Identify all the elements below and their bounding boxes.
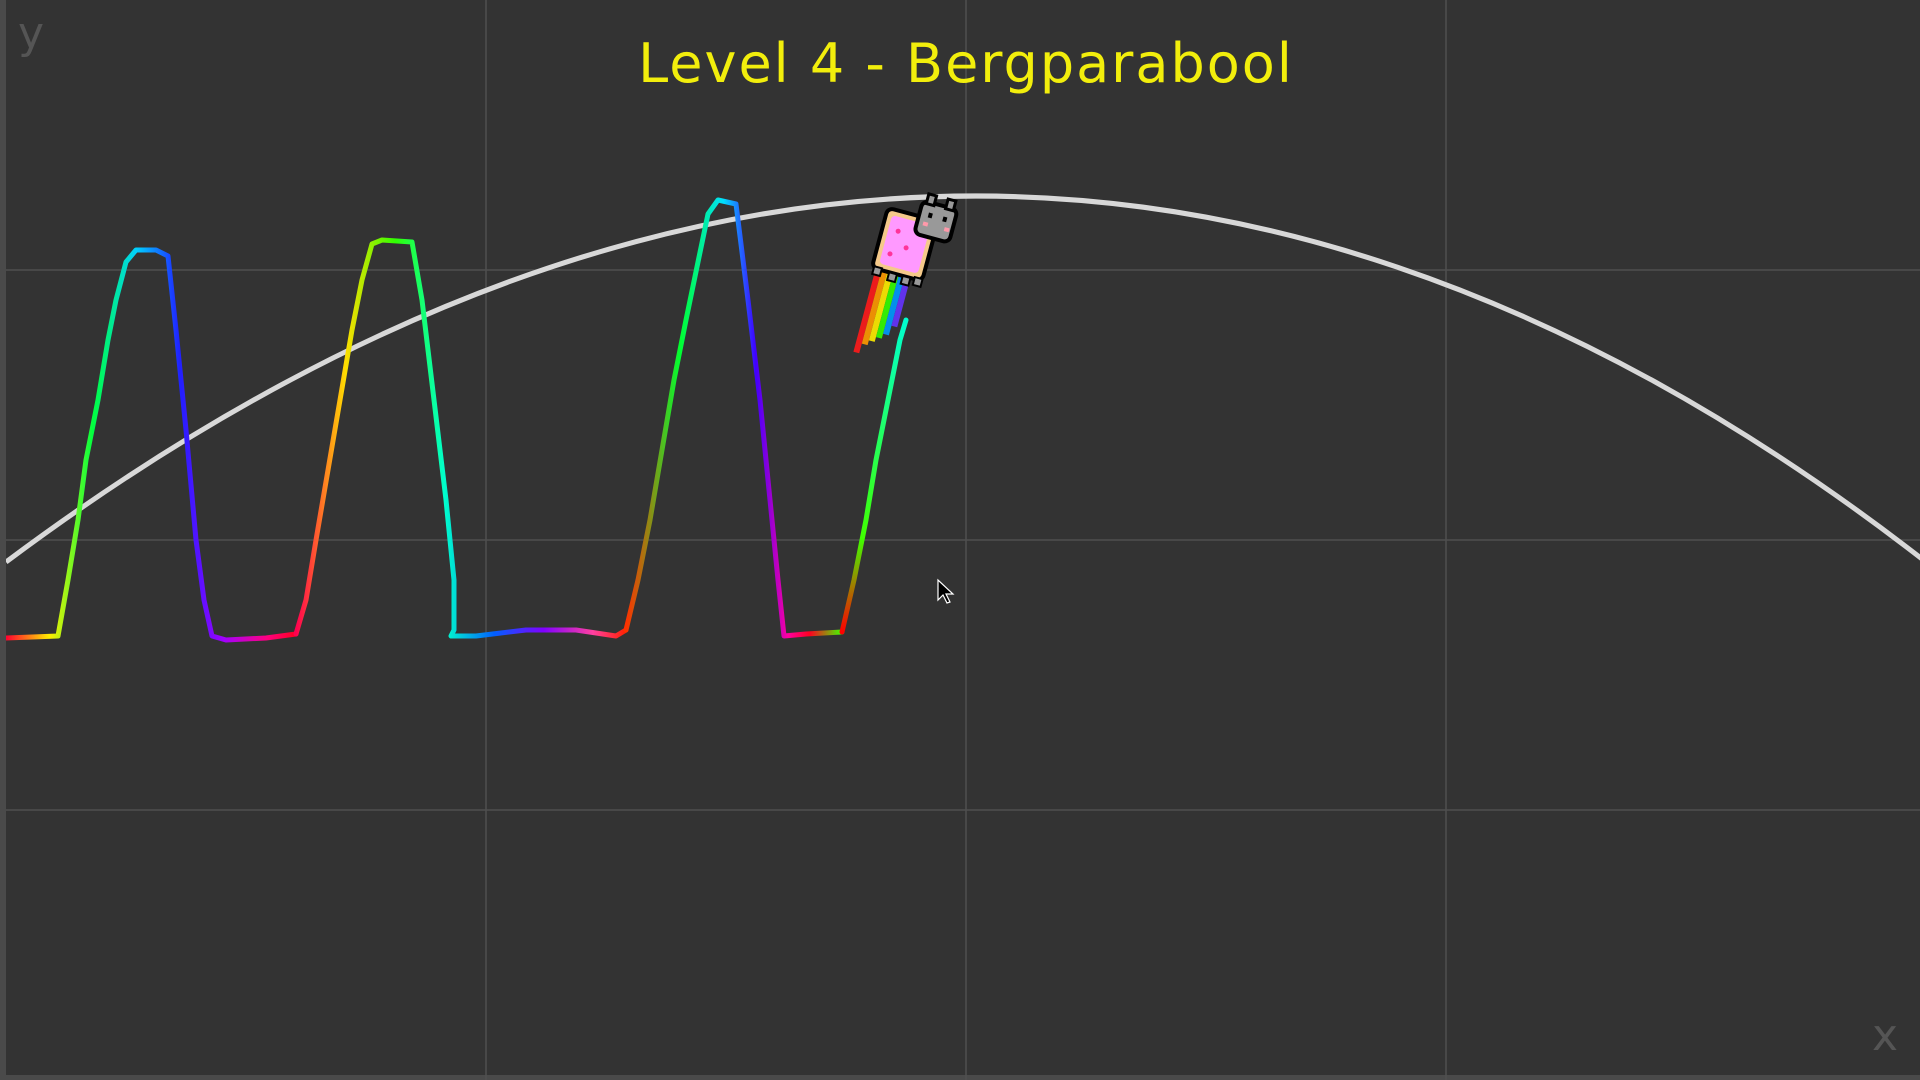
rainbow-exhaust [853, 264, 912, 354]
level-title: Level 4 - Bergparabool [638, 32, 1294, 95]
rainbow-trail-segment [293, 237, 629, 639]
rainbow-trail-segment [839, 317, 909, 635]
game-plot[interactable] [6, 0, 1920, 1080]
mountain-parabola [6, 193, 1920, 565]
rainbow-trail-segment [6, 247, 299, 643]
nyan-cat-icon [853, 192, 959, 354]
y-axis-label: y [18, 8, 45, 59]
x-axis-label: x [1871, 1010, 1898, 1061]
rainbow-trail-segment [623, 197, 845, 639]
grid [6, 0, 1920, 1080]
mouse-pointer-icon [937, 578, 955, 604]
rainbow-trail [6, 197, 909, 643]
